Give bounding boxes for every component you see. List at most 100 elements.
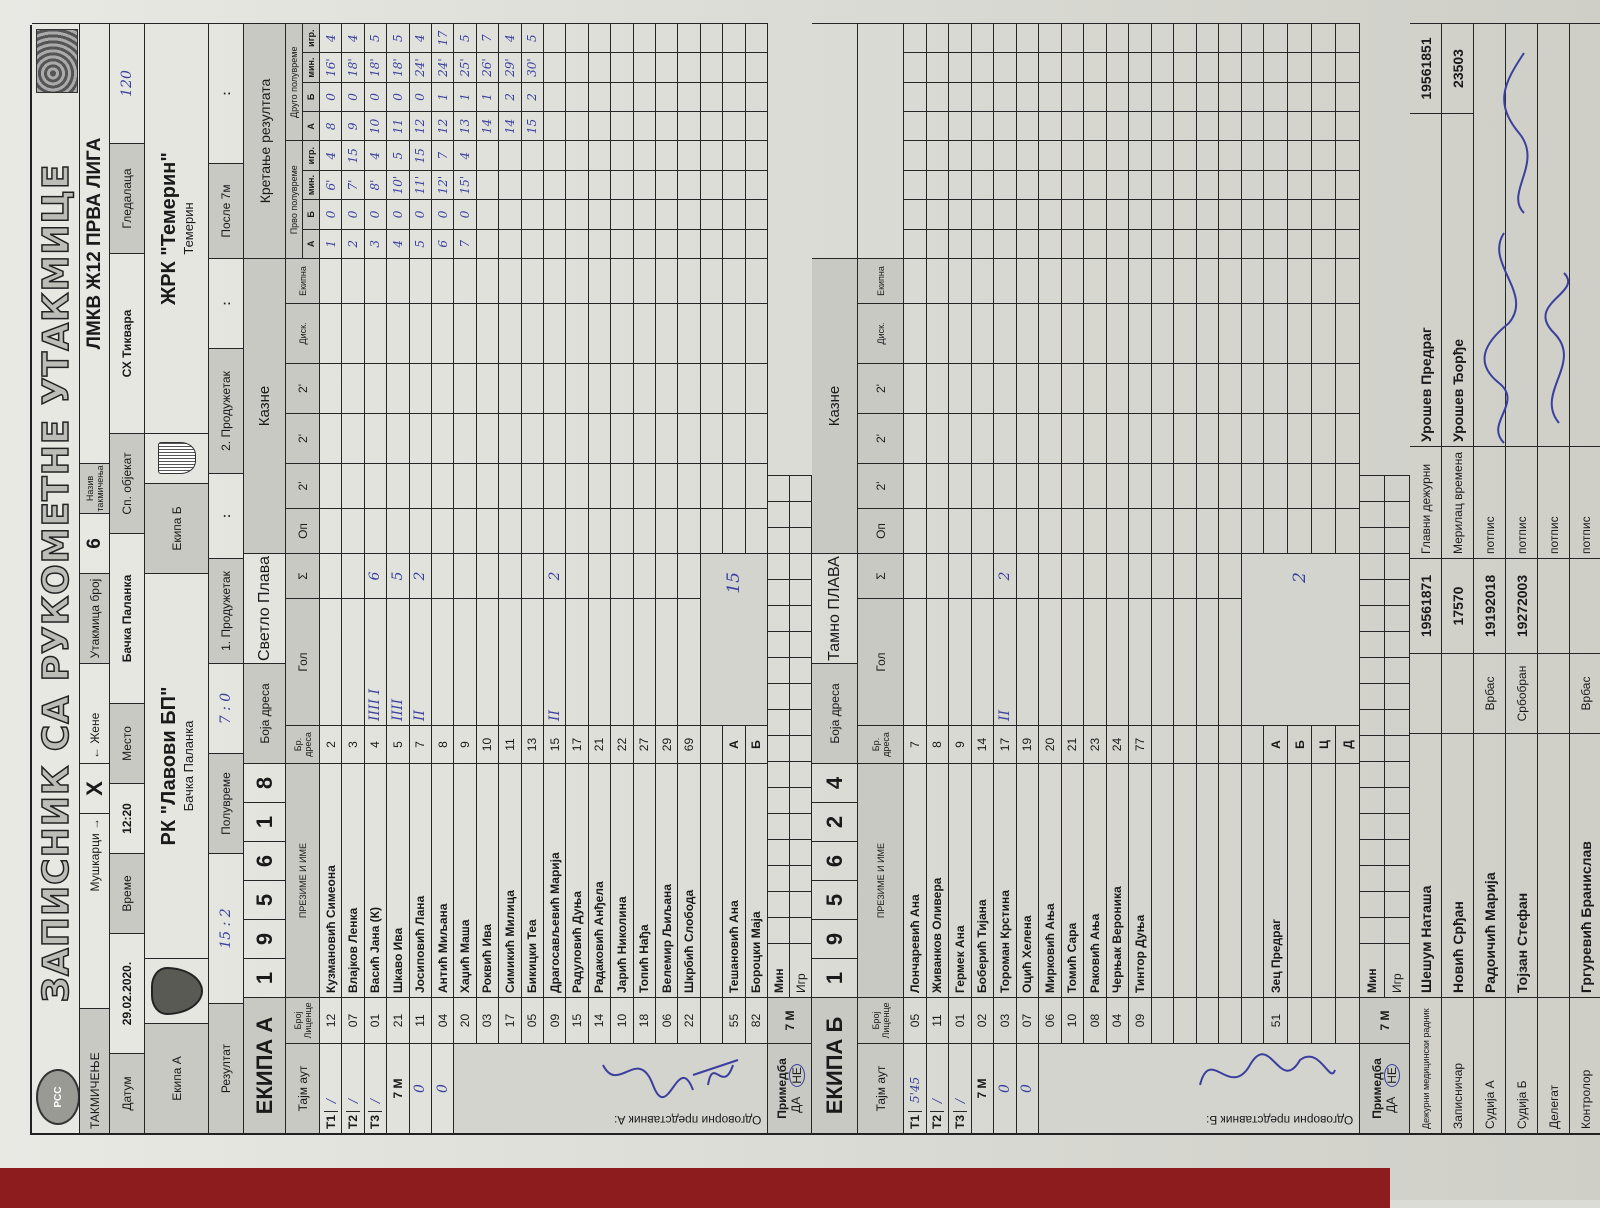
progression-cell[interactable]	[1174, 169, 1197, 200]
progression-cell[interactable]	[678, 52, 701, 82]
progression-cell[interactable]	[476, 140, 500, 170]
progression-cell[interactable]	[1174, 140, 1197, 170]
penalty-cell-p3[interactable]	[1129, 363, 1152, 413]
penalty-cell-disq[interactable]	[409, 303, 432, 363]
penalty-cell-p2[interactable]	[1174, 413, 1197, 463]
penalty-cell-team[interactable]	[588, 258, 612, 303]
progression-cell[interactable]	[994, 199, 1017, 229]
progression-cell[interactable]	[1336, 140, 1360, 170]
penalty-cell-team[interactable]	[633, 258, 656, 303]
seven-m-min-cell[interactable]	[1360, 735, 1385, 761]
penalty-cell-p1[interactable]	[994, 463, 1017, 508]
player-name[interactable]: Черњак Вероника	[1106, 763, 1129, 997]
penalty-cell-p1[interactable]	[454, 463, 477, 508]
seven-m-min-cell[interactable]	[768, 501, 790, 527]
progression-cell[interactable]: 1	[476, 81, 500, 112]
progression-cell[interactable]	[745, 169, 768, 200]
seven-m-igr-cell[interactable]	[1385, 553, 1410, 579]
progression-cell[interactable]: 15	[521, 111, 544, 141]
progression-cell[interactable]	[904, 111, 927, 141]
player-name[interactable]: Бикицки Теа	[521, 763, 544, 997]
progression-cell[interactable]	[1084, 81, 1107, 112]
progression-cell[interactable]: 0	[454, 199, 477, 229]
progression-cell[interactable]	[926, 23, 949, 53]
penalty-cell-p2[interactable]	[1106, 413, 1129, 463]
progression-cell[interactable]	[1241, 228, 1264, 258]
progression-cell[interactable]: 4	[364, 140, 388, 170]
progression-cell[interactable]	[521, 228, 544, 258]
progression-cell[interactable]	[1196, 140, 1219, 170]
progression-cell[interactable]	[1129, 228, 1152, 258]
penalty-cell-team[interactable]	[678, 258, 701, 303]
seven-m-min-cell[interactable]	[1360, 813, 1385, 839]
progression-cell[interactable]: 6	[432, 228, 455, 258]
penalty-cell-p3[interactable]	[432, 363, 455, 413]
progression-cell[interactable]: 4	[342, 23, 365, 53]
player-goals[interactable]	[1084, 598, 1107, 725]
progression-cell[interactable]	[1174, 52, 1197, 82]
progression-cell[interactable]	[1016, 169, 1039, 200]
progression-cell[interactable]	[544, 169, 567, 200]
progression-cell[interactable]	[1106, 228, 1129, 258]
progression-cell[interactable]	[1151, 228, 1174, 258]
penalty-cell-p1[interactable]	[521, 463, 544, 508]
progression-cell[interactable]	[656, 228, 679, 258]
seven-m-igr-cell[interactable]	[1385, 683, 1410, 709]
seven-m-igr-cell[interactable]	[1385, 761, 1410, 787]
penalty-cell-p2[interactable]	[588, 413, 612, 463]
seven-m-min-cell[interactable]	[768, 553, 790, 579]
progression-cell[interactable]	[1061, 140, 1084, 170]
progression-cell[interactable]: 9	[342, 111, 365, 141]
progression-cell[interactable]	[745, 199, 768, 229]
progression-cell[interactable]	[1129, 81, 1152, 112]
player-goal-total[interactable]: 2	[409, 553, 432, 598]
seven-m-min-cell[interactable]	[1360, 709, 1385, 735]
progression-cell[interactable]	[1312, 52, 1336, 82]
penalty-cell-p3[interactable]	[499, 363, 522, 413]
progression-cell[interactable]	[588, 228, 612, 258]
penalty-cell-p1[interactable]	[904, 463, 927, 508]
progression-cell[interactable]	[1016, 199, 1039, 229]
progression-cell[interactable]	[1129, 140, 1152, 170]
progression-cell[interactable]: 11	[387, 111, 410, 141]
progression-cell[interactable]	[499, 140, 522, 170]
penalty-cell-team[interactable]	[904, 258, 927, 303]
progression-cell[interactable]	[1039, 140, 1062, 170]
penalty-cell-p2[interactable]	[994, 413, 1017, 463]
penalty-cell-p1[interactable]	[949, 463, 972, 508]
player-goals[interactable]	[926, 598, 949, 725]
seven-m-min-cell[interactable]	[1360, 839, 1385, 865]
progression-cell[interactable]: 0	[320, 199, 343, 229]
progression-cell[interactable]	[566, 169, 589, 200]
penalty-cell-p3[interactable]	[1039, 363, 1062, 413]
penalty-cell-p3[interactable]	[1312, 363, 1336, 413]
penalty-cell-team[interactable]	[521, 258, 544, 303]
progression-cell[interactable]	[633, 199, 656, 229]
progression-cell[interactable]: 12'	[432, 169, 455, 200]
player-goal-total[interactable]	[949, 553, 972, 598]
seven-m-min-cell[interactable]	[768, 657, 790, 683]
progression-cell[interactable]	[700, 169, 724, 200]
player-name[interactable]: Јосиповић Лана	[409, 763, 432, 997]
seven-m-min-cell[interactable]	[1360, 761, 1385, 787]
penalty-cell-disq[interactable]	[1219, 303, 1242, 363]
progression-cell[interactable]	[566, 81, 589, 112]
penalty-cell-p1[interactable]	[588, 463, 612, 508]
seven-m-igr-cell[interactable]	[1385, 787, 1410, 813]
penalty-cell-disq[interactable]	[1151, 303, 1174, 363]
player-goals[interactable]	[971, 598, 994, 725]
progression-cell[interactable]: 3	[364, 228, 388, 258]
penalty-cell-p1[interactable]	[1061, 463, 1084, 508]
progression-cell[interactable]	[1196, 52, 1219, 82]
seven-m-igr-cell[interactable]	[790, 735, 812, 761]
progression-cell[interactable]: 25'	[454, 52, 477, 82]
player-name[interactable]: Боберић Тијана	[971, 763, 994, 997]
progression-cell[interactable]	[1264, 140, 1288, 170]
progression-cell[interactable]	[588, 169, 612, 200]
progression-cell[interactable]	[994, 140, 1017, 170]
player-goals[interactable]	[1196, 598, 1219, 725]
progression-cell[interactable]	[633, 81, 656, 112]
penalty-cell-team[interactable]	[1196, 258, 1219, 303]
progression-cell[interactable]	[926, 52, 949, 82]
staff-name[interactable]	[1288, 763, 1312, 997]
